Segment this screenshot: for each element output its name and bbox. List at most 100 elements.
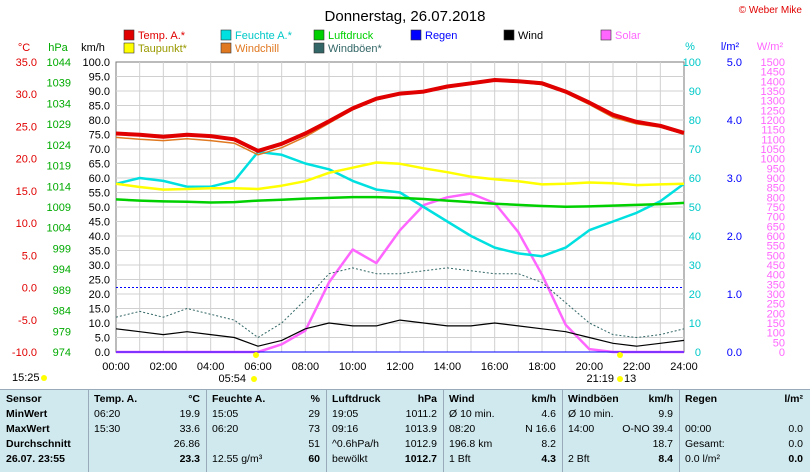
table-column: Windböen km/h Ø 10 min. 9.9 14:00 O-NO 39.4 18… [568, 390, 673, 472]
pressure-tick-label: 979 [53, 326, 71, 338]
cell-note: 00:00 [685, 423, 712, 435]
solar-tick-label: 400 [767, 270, 785, 282]
cell-value: 1012.7 [404, 453, 437, 465]
wind-tick-label: 75.0 [89, 130, 110, 142]
cell-note: 12.55 g/m³ [212, 453, 263, 465]
legend-label: Temp. A.* [138, 30, 186, 42]
table-row: 15:30 33.6 [94, 422, 200, 436]
solar-tick-label: 1000 [761, 154, 785, 166]
solar-tick-label: 1100 [761, 134, 785, 146]
table-row: 00:00 0.0 [685, 422, 803, 436]
wind-tick-label: 65.0 [89, 159, 110, 171]
wind-tick-label: 85.0 [89, 101, 110, 113]
table-row: 06:20 73 [212, 422, 320, 436]
cell-value: 1012.9 [404, 438, 437, 450]
column-header: Feuchte A.% [212, 392, 320, 406]
sun-markers: 15:25 05:54 21:19 13 [12, 352, 636, 385]
table-row: 18.7 [568, 437, 673, 451]
pressure-tick-label: 984 [53, 306, 71, 318]
table-row: 1 Bft 4.3 [449, 452, 556, 466]
cell-note: 2 Bft [568, 453, 590, 465]
wind-tick-label: 30.0 [89, 260, 110, 272]
legend-label: Feuchte A.* [235, 30, 293, 42]
cell-note: 196.8 km [449, 438, 493, 450]
pressure-tick-label: 989 [53, 285, 71, 297]
cell-value: N 16.6 [525, 423, 556, 435]
column-header: Temp. A. °C [94, 392, 200, 406]
column-header-label: Windböen [568, 393, 619, 405]
x-tick-label: 02:00 [150, 361, 178, 373]
wind-tick-label: 95.0 [89, 72, 110, 84]
solar-tick-label: 100 [767, 328, 785, 340]
chart-title: Donnerstag, 26.07.2018 [325, 8, 486, 25]
solar-tick-label: 600 [767, 231, 785, 243]
cell-note: 19:05 [332, 408, 359, 420]
pressure-tick-label: 1034 [47, 98, 71, 110]
cell-note: 06:20 [94, 408, 121, 420]
column-header: Windböen km/h [568, 392, 673, 406]
cell-value: O-NO 39.4 [622, 423, 673, 435]
temp-tick-label: 0.0 [22, 283, 37, 295]
series-line-wind [115, 319, 685, 347]
wind-tick-label: 20.0 [89, 289, 110, 301]
column-header: Sensor [6, 392, 82, 406]
column-header-unit: % [310, 393, 320, 405]
solar-tick-label: 650 [767, 221, 785, 233]
column-header-unit: hPa [417, 393, 437, 405]
column-header-label: Temp. A. [94, 393, 138, 405]
cell-note: bewölkt [332, 453, 368, 465]
solar-tick-label: 1200 [761, 115, 785, 127]
wind-tick-label: 10.0 [89, 318, 110, 330]
rain-tick-label: 1.0 [727, 289, 742, 301]
humidity-tick-label: 10 [689, 318, 701, 330]
table-column: Luftdruck hPa 19:05 1011.2 09:16 1013.9 ^0.6hP… [332, 390, 437, 472]
wind-tick-label: 25.0 [89, 275, 110, 287]
solar-tick-label: 450 [767, 260, 785, 272]
sunrise-marker [251, 376, 257, 382]
cell-note: Ø 10 min. [449, 408, 495, 420]
column-header-unit: °C [188, 393, 200, 405]
temp-tick-label: 30.0 [16, 89, 37, 101]
humidity-tick-label: 70 [689, 144, 701, 156]
column-header: Regen l/m² [685, 392, 803, 406]
table-column: Feuchte A.% 15:05 29 06:20 73 51 12.55 g/m³ 60 [212, 390, 320, 472]
cell-note: 08:20 [449, 423, 476, 435]
legend-swatch [313, 42, 325, 54]
column-divider [206, 390, 207, 472]
wind-unit-label: km/h [81, 42, 105, 54]
cell-value: 0.0 [788, 423, 803, 435]
axis-unit-labels: °C hPa km/h% l/m² W/m² [18, 41, 784, 54]
x-tick-label: 12:00 [386, 361, 414, 373]
column-divider [443, 390, 444, 472]
legend-swatch [600, 29, 612, 41]
solar-tick-label: 350 [767, 279, 785, 291]
column-header: Wind km/h [449, 392, 556, 406]
cell-value: 29 [308, 408, 320, 420]
solar-tick-label: 750 [767, 202, 785, 214]
x-tick-label: 18:00 [528, 361, 556, 373]
wind-tick-label: 0.0 [95, 347, 110, 359]
table-column: Regen l/m² 00:00 0.0 Gesamt: 0.0 0.0 l/m² 0.0 [685, 390, 803, 472]
legend-swatch [220, 29, 232, 41]
pressure-tick-label: 1029 [47, 119, 71, 131]
pressure-tick-label: 974 [53, 347, 71, 359]
table-row: Gesamt: 0.0 [685, 437, 803, 451]
x-tick-label: 08:00 [292, 361, 320, 373]
wind-tick-label: 90.0 [89, 86, 110, 98]
solar-tick-label: 900 [767, 173, 785, 185]
cell-value: 26.86 [173, 438, 200, 450]
column-header-label: Feuchte A. [212, 393, 266, 405]
cell-note: 09:16 [332, 423, 359, 435]
legend-swatch [123, 29, 135, 41]
cell-value: 73 [308, 423, 320, 435]
x-tick-label: 16:00 [481, 361, 509, 373]
table-row: 26.86 [94, 437, 200, 451]
series-line-taupunkt [115, 161, 685, 191]
cell-note: Ø 10 min. [568, 408, 614, 420]
moon-marker [41, 375, 47, 381]
pressure-tick-label: 1039 [47, 78, 71, 90]
table-row: 0.0 l/m² 0.0 [685, 452, 803, 466]
pressure-tick-label: 1019 [47, 161, 71, 173]
solar-tick-label: 300 [767, 289, 785, 301]
solar-tick-label: 1150 [761, 125, 785, 137]
